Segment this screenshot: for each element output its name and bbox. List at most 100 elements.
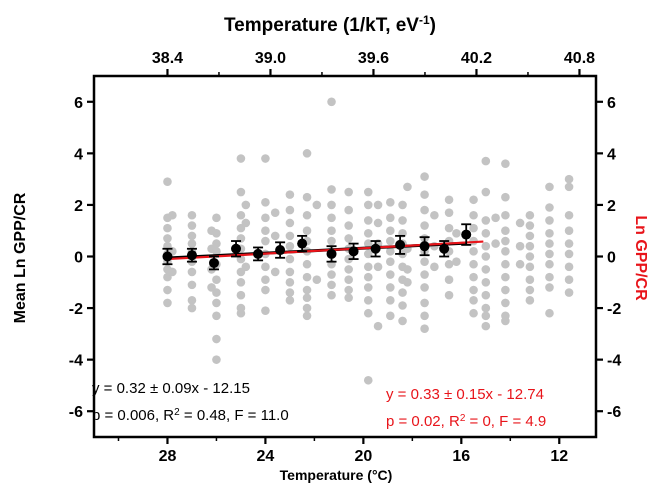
scatter-point xyxy=(545,228,554,238)
scatter-point xyxy=(327,226,336,236)
scatter-point xyxy=(481,252,491,261)
scatter-point xyxy=(525,275,535,285)
scatter-point xyxy=(163,234,172,243)
scatter-point xyxy=(386,257,395,266)
scatter-point xyxy=(420,270,429,279)
scatter-point xyxy=(386,283,395,292)
scatter-point xyxy=(481,311,491,321)
scatter-point xyxy=(403,182,412,192)
scatter-point xyxy=(420,205,429,215)
scatter-point xyxy=(403,277,412,287)
scatter-point xyxy=(386,198,395,207)
scatter-point xyxy=(420,283,429,292)
scatter-point xyxy=(236,290,246,300)
scatter-point xyxy=(501,236,510,246)
scatter-point xyxy=(363,262,373,272)
scatter-point xyxy=(545,239,554,248)
right-tick-label: 0 xyxy=(607,250,616,267)
scatter-point xyxy=(564,262,574,272)
scatter-point xyxy=(163,298,172,308)
scatter-point xyxy=(187,231,197,241)
scatter-point xyxy=(212,311,221,321)
scatter-point xyxy=(312,275,322,285)
scatter-point xyxy=(545,182,554,192)
mean-point xyxy=(370,243,381,254)
scatter-point xyxy=(444,275,454,285)
scatter-point xyxy=(344,275,353,285)
scatter-point xyxy=(285,254,295,264)
left-axis-title: Mean Ln GPP/CR xyxy=(12,192,29,323)
scatter-point xyxy=(187,280,197,290)
mean-point xyxy=(186,250,197,261)
scatter-point xyxy=(312,200,322,210)
scatter-point xyxy=(481,303,491,313)
scatter-point xyxy=(564,239,574,248)
scatter-point xyxy=(261,262,270,272)
scatter-point xyxy=(525,210,535,220)
bottom-tick-label: 20 xyxy=(354,448,372,465)
scatter-point xyxy=(452,228,461,238)
top-tick-label: 40.2 xyxy=(461,50,492,67)
scatter-point xyxy=(285,277,295,287)
bottom-tick-label: 12 xyxy=(550,448,568,465)
scatter-point xyxy=(386,213,395,223)
left-tick-label: -6 xyxy=(69,404,83,421)
scatter-point xyxy=(481,265,491,274)
scatter-point xyxy=(187,239,197,248)
scatter-point xyxy=(163,285,172,295)
scatter-point xyxy=(261,213,270,223)
scatter-point xyxy=(302,303,312,313)
scatter-point xyxy=(386,296,395,305)
scatter-point xyxy=(302,285,312,295)
scatter-point xyxy=(261,285,270,295)
scatter-point xyxy=(363,308,373,318)
scatter-point xyxy=(420,190,429,199)
scatter-point xyxy=(444,259,454,269)
scatter-point xyxy=(564,182,574,192)
scatter-point xyxy=(327,213,336,223)
scatter-point xyxy=(344,221,353,230)
scatter-point xyxy=(564,288,574,297)
scatter-point xyxy=(469,285,478,295)
scatter-point xyxy=(481,216,491,225)
scatter-point xyxy=(236,154,246,163)
scatter-point xyxy=(545,308,554,318)
scatter-point xyxy=(469,296,478,305)
scatter-point xyxy=(386,270,395,279)
scatter-point xyxy=(481,156,491,166)
left-tick-label: 2 xyxy=(74,198,83,215)
mean-layer xyxy=(162,223,472,271)
scatter-point xyxy=(501,298,510,308)
scatter-point xyxy=(285,190,295,199)
scatter-point xyxy=(444,208,454,217)
scatter-point xyxy=(187,221,197,230)
scatter-point xyxy=(327,236,336,246)
scatter-point xyxy=(430,262,439,272)
scatter-point xyxy=(363,296,373,305)
scatter-point xyxy=(373,218,383,228)
scatter-point xyxy=(469,272,478,282)
scatter-point xyxy=(302,210,312,220)
top-tick-label: 40.8 xyxy=(564,50,595,67)
scatter-point xyxy=(481,277,491,287)
bottom-tick-label: 16 xyxy=(452,448,470,465)
scatter-point xyxy=(501,259,510,269)
scatter-point xyxy=(515,259,525,269)
scatter-point xyxy=(545,216,554,225)
scatter-point xyxy=(285,241,295,251)
scatter-point xyxy=(168,210,177,220)
scatter-point xyxy=(187,210,197,220)
scatter-point xyxy=(285,288,295,297)
right-tick-label: -4 xyxy=(607,353,621,370)
scatter-point xyxy=(469,210,478,220)
scatter-point xyxy=(481,290,491,300)
scatter-point xyxy=(398,316,407,326)
mean-point xyxy=(395,239,406,250)
scatter-point xyxy=(469,223,478,233)
mean-point xyxy=(348,246,359,257)
scatter-point xyxy=(302,149,312,158)
scatter-point xyxy=(386,226,395,236)
left-tick-label: -4 xyxy=(69,353,83,370)
